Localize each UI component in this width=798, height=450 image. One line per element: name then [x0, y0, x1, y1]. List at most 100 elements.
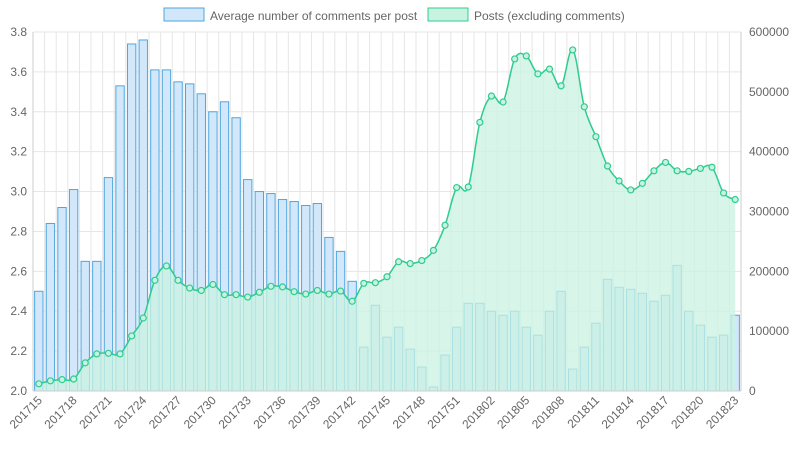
legend: Average number of comments per post Post… [163, 7, 625, 23]
point-201735[interactable] [267, 282, 275, 290]
point-201731[interactable] [220, 291, 229, 299]
y-left-tick-label: 2.6 [10, 264, 27, 278]
point-201715[interactable] [35, 380, 43, 388]
point-201734[interactable] [255, 288, 263, 296]
point-201729[interactable] [197, 286, 205, 295]
point-201733[interactable] [244, 293, 252, 301]
point-201820[interactable] [696, 164, 704, 173]
point-201743[interactable] [360, 279, 368, 287]
point-201810[interactable] [580, 103, 588, 111]
point-201805[interactable] [522, 52, 530, 60]
legend-label-bars[interactable]: Average number of comments per post [210, 9, 418, 23]
point-201816[interactable] [650, 167, 658, 175]
point-201811[interactable] [592, 133, 600, 141]
point-201727[interactable] [174, 276, 182, 284]
point-201813[interactable] [615, 177, 623, 185]
legend-label-area[interactable]: Posts (excluding comments) [474, 9, 625, 23]
point-201740[interactable] [325, 290, 333, 298]
point-201720[interactable] [93, 350, 101, 358]
y-right-tick-label: 0 [749, 384, 756, 398]
point-201812[interactable] [603, 162, 612, 170]
point-201736[interactable] [278, 283, 287, 291]
point-201819[interactable] [685, 167, 693, 176]
point-201748[interactable] [418, 256, 426, 265]
x-tick-label: 201727 [146, 393, 184, 431]
point-201801[interactable] [476, 118, 484, 126]
point-201803[interactable] [499, 98, 507, 106]
x-tick-label: 201739 [285, 393, 323, 431]
point-201723[interactable] [128, 332, 136, 340]
point-201750[interactable] [441, 221, 449, 229]
y-right-tick-label: 200000 [749, 264, 789, 278]
point-201741[interactable] [336, 287, 345, 295]
x-tick-label: 201820 [668, 393, 706, 431]
x-tick-label: 201715 [7, 393, 45, 431]
point-201809[interactable] [569, 46, 577, 54]
x-tick-label: 201748 [390, 393, 428, 431]
point-201717[interactable] [58, 376, 66, 384]
bar-201718[interactable] [68, 189, 79, 392]
point-201747[interactable] [406, 259, 414, 268]
point-201725[interactable] [151, 276, 159, 284]
point-201814[interactable] [627, 186, 635, 194]
point-201808[interactable] [557, 82, 565, 90]
point-201745[interactable] [383, 273, 391, 281]
point-201817[interactable] [661, 158, 670, 167]
point-201726[interactable] [162, 262, 171, 270]
point-201818[interactable] [673, 167, 681, 175]
bar-201722[interactable] [115, 85, 125, 392]
point-201739[interactable] [313, 286, 321, 295]
x-tick-label: 201742 [320, 393, 358, 431]
point-201722[interactable] [116, 350, 124, 358]
point-201724[interactable] [139, 314, 147, 322]
point-201822[interactable] [719, 189, 728, 197]
point-201806[interactable] [534, 70, 542, 78]
x-tick-label: 201817 [633, 393, 671, 431]
point-201721[interactable] [104, 349, 113, 357]
y-right-tick-label: 500000 [749, 85, 789, 99]
x-tick-label: 201721 [76, 393, 114, 431]
point-201744[interactable] [371, 279, 379, 287]
point-201716[interactable] [46, 377, 55, 385]
point-201815[interactable] [638, 179, 646, 187]
point-201749[interactable] [429, 246, 438, 254]
point-201719[interactable] [81, 359, 89, 367]
x-tick-label: 201730 [181, 393, 219, 431]
point-201742[interactable] [348, 297, 356, 305]
point-201752[interactable] [464, 183, 472, 191]
x-tick-label: 201736 [250, 393, 288, 431]
y-right-tick-label: 400000 [749, 145, 789, 159]
bar-201717[interactable] [57, 207, 67, 392]
posts-area [38, 49, 736, 392]
y-right-tick-label: 600000 [749, 25, 789, 39]
point-201802[interactable] [487, 92, 496, 100]
y-left-tick-label: 3.2 [10, 145, 27, 159]
legend-swatch-area[interactable] [427, 7, 469, 22]
point-201751[interactable] [453, 183, 461, 192]
point-201718[interactable] [70, 375, 78, 383]
x-tick-label: 201811 [564, 393, 602, 431]
bar-201715[interactable] [34, 290, 44, 392]
y-left-tick-label: 2.8 [10, 224, 27, 238]
y-left-tick-label: 2.0 [10, 384, 27, 398]
x-tick-label: 201724 [111, 393, 149, 431]
x-tick-label: 201718 [42, 393, 80, 431]
points-layer [35, 46, 739, 388]
point-201746[interactable] [395, 258, 403, 266]
point-201804[interactable] [511, 55, 519, 63]
y-left-tick-label: 3.6 [10, 65, 27, 79]
x-tick-label: 201733 [216, 393, 254, 431]
x-tick-label: 201823 [703, 393, 741, 431]
point-201738[interactable] [302, 290, 310, 298]
point-201737[interactable] [290, 288, 298, 296]
point-201821[interactable] [708, 163, 716, 171]
y-right-tick-label: 100000 [749, 324, 789, 338]
point-201732[interactable] [232, 291, 240, 299]
point-201823[interactable] [731, 195, 739, 204]
point-201730[interactable] [209, 280, 217, 289]
point-201807[interactable] [545, 65, 554, 73]
legend-swatch-bars[interactable] [163, 7, 205, 22]
point-201728[interactable] [186, 284, 194, 292]
bar-201716[interactable] [45, 222, 56, 392]
